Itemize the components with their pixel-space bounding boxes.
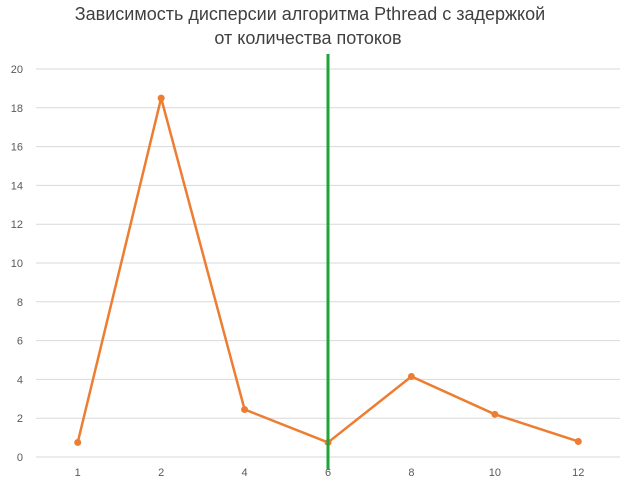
- x-axis-ticks: 1 2 4 6 8 10 12: [75, 467, 585, 479]
- y-tick-label: 8: [17, 297, 23, 309]
- x-tick-label: 8: [408, 467, 414, 479]
- data-point: [491, 410, 499, 418]
- y-axis-ticks: 0 2 4 6 8 10 12 14 16 18 20: [11, 64, 23, 464]
- y-tick-label: 20: [11, 64, 23, 76]
- x-tick-label: 4: [242, 467, 248, 479]
- y-tick-label: 16: [11, 142, 23, 154]
- x-tick-label: 1: [75, 467, 81, 479]
- x-tick-label: 6: [325, 467, 331, 479]
- y-tick-label: 10: [11, 258, 23, 270]
- y-tick-label: 0: [17, 452, 23, 464]
- y-tick-label: 14: [11, 180, 23, 192]
- y-tick-label: 18: [11, 103, 23, 115]
- y-tick-label: 2: [17, 413, 23, 425]
- y-tick-label: 4: [17, 374, 23, 386]
- y-tick-label: 6: [17, 336, 23, 348]
- x-tick-label: 10: [489, 467, 501, 479]
- data-point: [157, 94, 165, 102]
- data-point: [574, 437, 582, 445]
- x-tick-label: 12: [572, 467, 584, 479]
- chart-title-line-2: от количества потоков: [214, 28, 401, 48]
- x-tick-label: 2: [158, 467, 164, 479]
- data-point: [407, 372, 415, 380]
- data-point: [74, 438, 82, 446]
- data-point: [241, 405, 249, 413]
- y-tick-label: 12: [11, 219, 23, 231]
- chart-title-line-1: Зависимость дисперсии алгоритма Pthread …: [75, 4, 545, 24]
